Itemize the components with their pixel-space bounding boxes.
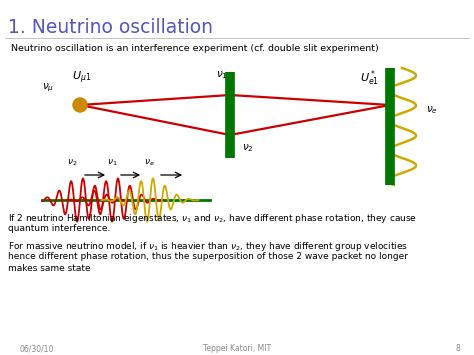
Text: $\nu_\mu$: $\nu_\mu$ — [42, 82, 54, 94]
Text: $\nu_2$: $\nu_2$ — [242, 142, 254, 154]
Circle shape — [73, 98, 87, 112]
Text: Neutrino oscillation is an interference experiment (cf. double slit experiment): Neutrino oscillation is an interference … — [8, 44, 379, 53]
Text: 1. Neutrino oscillation: 1. Neutrino oscillation — [8, 18, 213, 37]
Text: makes same state: makes same state — [8, 264, 91, 273]
Text: $\nu_e$: $\nu_e$ — [144, 158, 155, 168]
Text: 8: 8 — [455, 344, 460, 353]
Text: 06/30/10: 06/30/10 — [20, 344, 55, 353]
Text: $U_{\mu1}$: $U_{\mu1}$ — [73, 70, 91, 86]
Text: $\nu_2$: $\nu_2$ — [67, 158, 77, 168]
Text: $\nu_1$: $\nu_1$ — [107, 158, 117, 168]
Text: For massive neutrino model, if $\nu_1$ is heavier than $\nu_2$, they have differ: For massive neutrino model, if $\nu_1$ i… — [8, 240, 408, 253]
Text: Teppei Katori, MIT: Teppei Katori, MIT — [203, 344, 271, 353]
Text: If 2 neutrino Hamiltonian eigenstates, $\nu_1$ and $\nu_2$, have different phase: If 2 neutrino Hamiltonian eigenstates, $… — [8, 212, 417, 225]
Text: $\nu_e$: $\nu_e$ — [426, 104, 438, 116]
Text: $\nu_1$: $\nu_1$ — [216, 69, 228, 81]
Text: $U_{e1}^*$: $U_{e1}^*$ — [360, 68, 380, 88]
Text: quantum interference.: quantum interference. — [8, 224, 110, 233]
Text: hence different phase rotation, thus the superposition of those 2 wave packet no: hence different phase rotation, thus the… — [8, 252, 408, 261]
